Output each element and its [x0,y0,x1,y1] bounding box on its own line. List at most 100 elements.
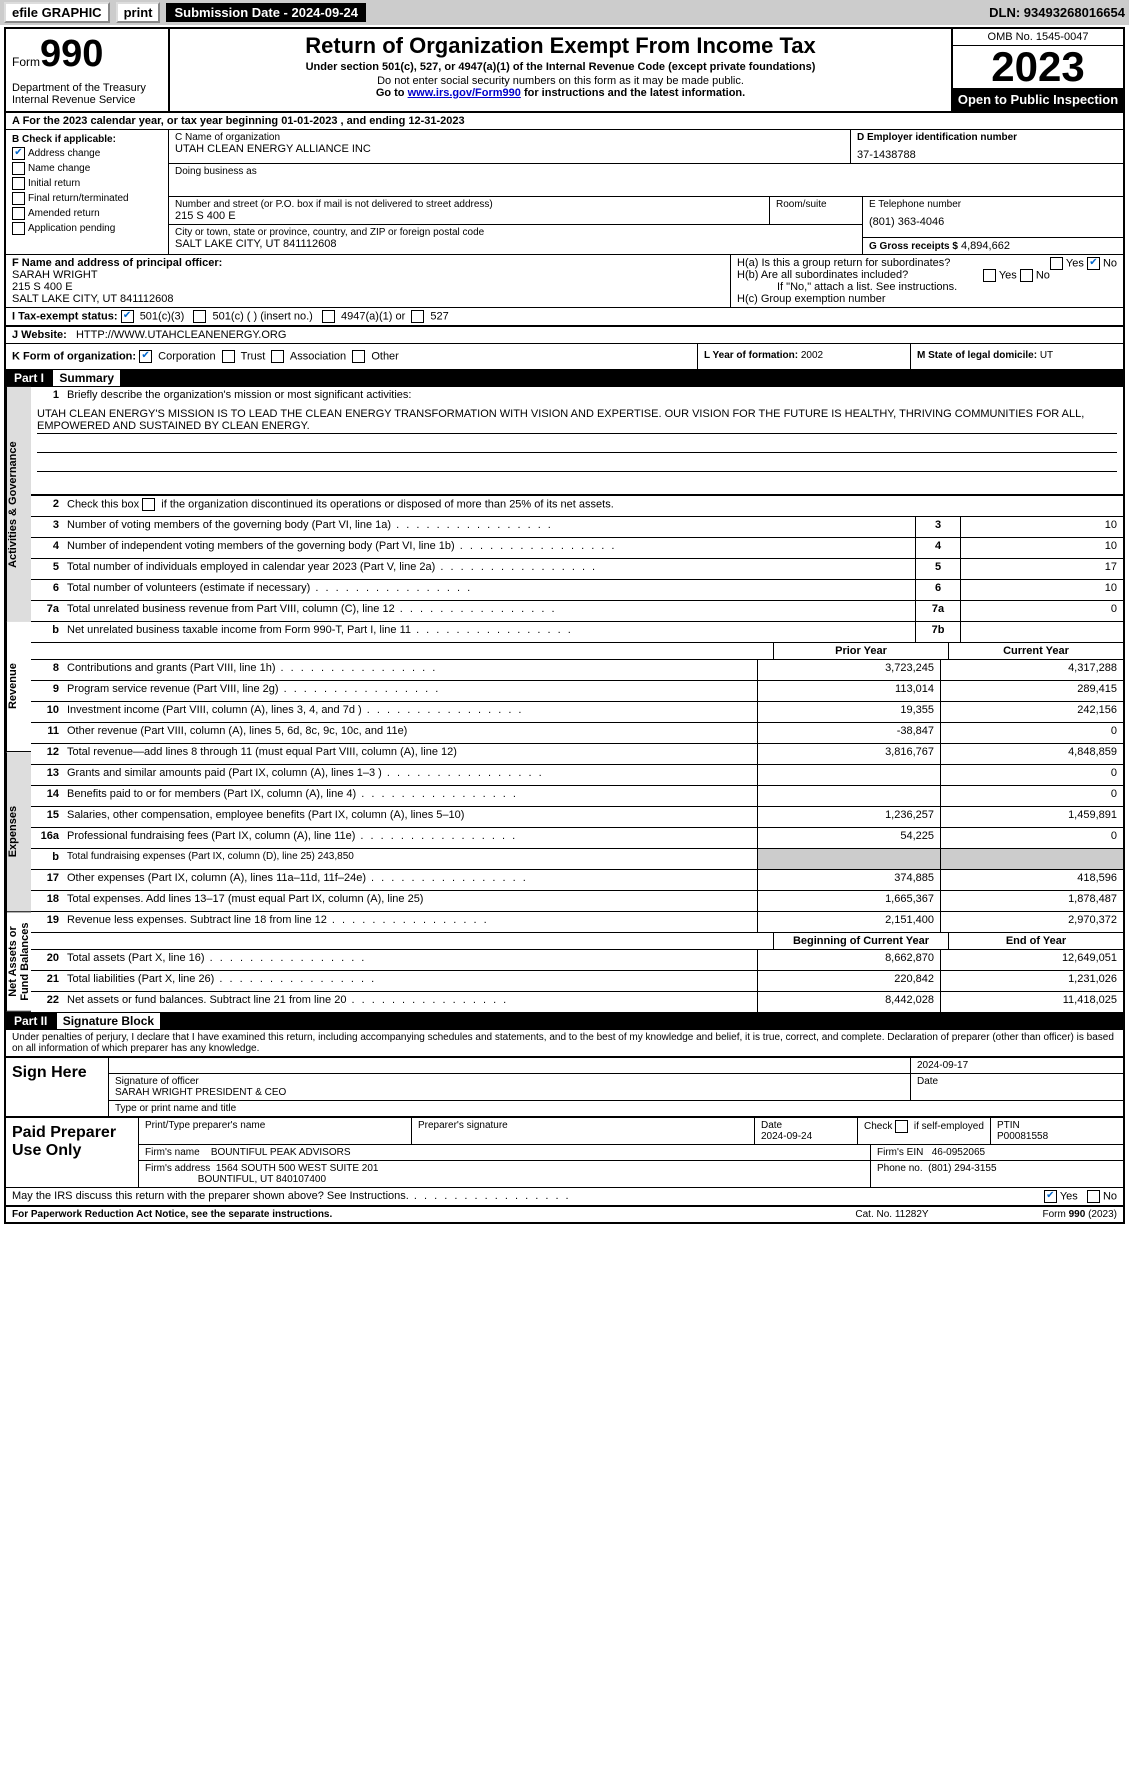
line17-prior: 374,885 [757,870,940,890]
other-checkbox[interactable] [352,350,365,363]
line17-text: Other expenses (Part IX, column (A), lin… [63,870,757,890]
dln: DLN: 93493268016654 [989,5,1125,20]
527-label: 527 [430,310,448,322]
4947-checkbox[interactable] [322,310,335,323]
header-right: OMB No. 1545-0047 2023 Open to Public In… [951,29,1123,111]
gross-label: G Gross receipts $ [869,241,958,252]
address-change-checkbox[interactable]: ✔ [12,147,25,160]
firm-ein-value: 46-0952065 [932,1147,985,1158]
type-name-label: Type or print name and title [109,1101,1123,1116]
final-return-checkbox[interactable] [12,192,25,205]
discuss-yes-label: Yes [1060,1190,1078,1202]
discuss-no-checkbox[interactable] [1087,1190,1100,1203]
hb-note: If "No," attach a list. See instructions… [737,281,1117,293]
city-label: City or town, state or province, country… [175,227,856,238]
efile-button[interactable]: efile GRAPHIC [4,2,110,23]
line16b-curr [940,849,1123,869]
self-emp-checkbox[interactable] [895,1120,908,1133]
officer-group-section: F Name and address of principal officer:… [6,254,1123,307]
prep-name-label: Print/Type preparer's name [145,1120,405,1131]
org-name: UTAH CLEAN ENERGY ALLIANCE INC [175,143,844,155]
ha-yes-checkbox[interactable] [1050,257,1063,270]
year-formed-value: 2002 [801,350,823,361]
cat-no: Cat. No. 11282Y [817,1209,967,1220]
form-org-section: K Form of organization: ✔ Corporation Tr… [6,343,1123,369]
line18-prior: 1,665,367 [757,891,940,911]
paid-preparer-block: Paid Preparer Use Only Print/Type prepar… [6,1116,1123,1187]
website-value: HTTP://WWW.UTAHCLEANENERGY.ORG [76,329,286,341]
ptin-label: PTIN [997,1120,1117,1131]
line10-curr: 242,156 [940,702,1123,722]
irs-link[interactable]: www.irs.gov/Form990 [408,87,521,99]
discuss-text: May the IRS discuss this return with the… [12,1190,957,1203]
line16b-text: Total fundraising expenses (Part IX, col… [63,849,757,869]
prep-date-label: Date [761,1120,851,1131]
check-if-applicable: B Check if applicable: ✔Address change N… [6,130,169,254]
tax-exempt-section: I Tax-exempt status: ✔ 501(c)(3) 501(c) … [6,307,1123,326]
firm-ein-label: Firm's EIN [877,1147,923,1158]
hb-no-checkbox[interactable] [1020,269,1033,282]
street-value: 215 S 400 E [175,210,763,222]
line20-prior: 8,662,870 [757,950,940,970]
print-button[interactable]: print [116,2,161,23]
assoc-label: Association [290,350,346,362]
end-year-header: End of Year [948,933,1123,949]
line19-prior: 2,151,400 [757,912,940,932]
line18-curr: 1,878,487 [940,891,1123,911]
paperwork-notice: For Paperwork Reduction Act Notice, see … [12,1209,817,1220]
firm-name-label: Firm's name [145,1147,200,1158]
hb-yes-checkbox[interactable] [983,269,996,282]
line22-curr: 11,418,025 [940,992,1123,1012]
phone-value: (801) 294-3155 [928,1163,996,1174]
discuss-no-label: No [1103,1190,1117,1202]
501c-checkbox[interactable] [193,310,206,323]
org-name-label: C Name of organization [175,132,844,143]
ha-yes-label: Yes [1066,257,1084,269]
goto-post: for instructions and the latest informat… [521,87,745,99]
discuss-yes-checkbox[interactable]: ✔ [1044,1190,1057,1203]
501c3-label: 501(c)(3) [140,310,185,322]
form-header: Form990 Department of the Treasury Inter… [6,29,1123,113]
501c3-checkbox[interactable]: ✔ [121,310,134,323]
527-checkbox[interactable] [411,310,424,323]
4947-label: 4947(a)(1) or [341,310,405,322]
line13-curr: 0 [940,765,1123,785]
prep-date-value: 2024-09-24 [761,1131,851,1142]
line11-text: Other revenue (Part VIII, column (A), li… [63,723,757,743]
line10-prior: 19,355 [757,702,940,722]
line6-text: Total number of volunteers (estimate if … [63,580,915,600]
part2-header: Part II Signature Block [6,1012,1123,1030]
current-year-header: Current Year [948,643,1123,659]
paid-preparer-label: Paid Preparer Use Only [6,1118,139,1187]
line20-curr: 12,649,051 [940,950,1123,970]
initial-return-checkbox[interactable] [12,177,25,190]
trust-checkbox[interactable] [222,350,235,363]
assoc-checkbox[interactable] [271,350,284,363]
part1-body: Activities & Governance Revenue Expenses… [6,387,1123,1012]
corp-label: Corporation [158,350,215,362]
form-number: 990 [40,33,103,75]
line19-curr: 2,970,372 [940,912,1123,932]
name-change-checkbox[interactable] [12,162,25,175]
tax-exempt-label: I Tax-exempt status: [12,310,118,322]
perjury-statement: Under penalties of perjury, I declare th… [6,1030,1123,1056]
line9-curr: 289,415 [940,681,1123,701]
line11-prior: -38,847 [757,723,940,743]
line19-text: Revenue less expenses. Subtract line 18 … [63,912,757,932]
part2-num: Part II [14,1014,47,1028]
ha-no-label: No [1103,257,1117,269]
form-frame: Form990 Department of the Treasury Inter… [4,27,1125,1224]
phone-label: Phone no. [877,1163,923,1174]
firm-addr1-value: 1564 SOUTH 500 WEST SUITE 201 [216,1163,379,1174]
ha-no-checkbox[interactable]: ✔ [1087,257,1100,270]
corp-checkbox[interactable]: ✔ [139,350,152,363]
line2-checkbox[interactable] [142,498,155,511]
room-label: Room/suite [776,199,856,210]
strip-netassets: Net Assets or Fund Balances [6,912,31,1012]
app-pending-checkbox[interactable] [12,222,25,235]
gross-value: 4,894,662 [961,240,1010,252]
strip-revenue: Revenue [6,622,31,752]
other-label: Other [371,350,399,362]
amended-checkbox[interactable] [12,207,25,220]
line16a-curr: 0 [940,828,1123,848]
